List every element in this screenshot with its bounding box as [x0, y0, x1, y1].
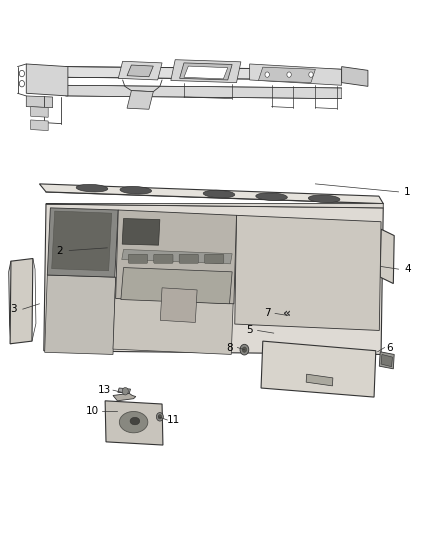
Polygon shape — [127, 65, 153, 77]
FancyBboxPatch shape — [128, 254, 148, 263]
Polygon shape — [121, 268, 232, 304]
Text: 4: 4 — [404, 264, 411, 274]
Ellipse shape — [130, 417, 140, 425]
Circle shape — [19, 70, 25, 77]
Polygon shape — [31, 107, 48, 117]
Polygon shape — [118, 388, 131, 393]
Polygon shape — [261, 341, 376, 397]
Polygon shape — [116, 210, 237, 304]
Polygon shape — [45, 275, 116, 354]
Polygon shape — [105, 401, 163, 445]
Text: 2: 2 — [56, 246, 63, 255]
Ellipse shape — [120, 187, 152, 194]
FancyBboxPatch shape — [154, 254, 173, 263]
Polygon shape — [46, 204, 383, 208]
Polygon shape — [250, 64, 342, 85]
Ellipse shape — [76, 184, 108, 192]
Polygon shape — [122, 249, 232, 264]
Polygon shape — [342, 67, 368, 86]
Polygon shape — [380, 229, 394, 284]
Polygon shape — [44, 204, 383, 354]
Text: 8: 8 — [226, 343, 233, 352]
Text: 10: 10 — [85, 407, 99, 416]
Polygon shape — [31, 120, 48, 131]
FancyBboxPatch shape — [205, 254, 224, 263]
Polygon shape — [235, 215, 381, 330]
Text: 1: 1 — [404, 187, 411, 197]
Text: 5: 5 — [246, 326, 253, 335]
Ellipse shape — [119, 411, 148, 433]
Polygon shape — [127, 91, 153, 109]
Polygon shape — [180, 63, 232, 80]
Polygon shape — [258, 67, 315, 83]
Polygon shape — [26, 96, 53, 108]
Circle shape — [265, 72, 269, 77]
Circle shape — [122, 387, 128, 395]
Circle shape — [309, 72, 313, 77]
Polygon shape — [39, 184, 383, 204]
Text: 11: 11 — [166, 415, 180, 425]
Polygon shape — [47, 208, 118, 277]
Polygon shape — [160, 288, 197, 322]
Circle shape — [240, 344, 249, 355]
Polygon shape — [52, 211, 112, 271]
Polygon shape — [306, 374, 333, 386]
Polygon shape — [184, 66, 228, 79]
Text: 6: 6 — [386, 343, 393, 352]
Text: 7: 7 — [264, 309, 271, 318]
Text: 3: 3 — [10, 304, 17, 314]
Text: «: « — [283, 306, 291, 319]
Circle shape — [287, 72, 291, 77]
Polygon shape — [379, 352, 394, 369]
Circle shape — [19, 80, 25, 87]
Circle shape — [242, 347, 247, 352]
Ellipse shape — [308, 195, 340, 203]
Circle shape — [158, 415, 162, 419]
Polygon shape — [118, 61, 162, 80]
Polygon shape — [113, 277, 234, 354]
Circle shape — [156, 413, 163, 421]
Text: 13: 13 — [98, 385, 111, 395]
Polygon shape — [113, 393, 136, 401]
Polygon shape — [66, 85, 342, 99]
Polygon shape — [26, 64, 68, 96]
Polygon shape — [381, 354, 392, 367]
Polygon shape — [66, 67, 342, 80]
Polygon shape — [122, 219, 160, 245]
Ellipse shape — [203, 190, 235, 198]
Polygon shape — [171, 60, 241, 83]
Ellipse shape — [256, 193, 287, 200]
FancyBboxPatch shape — [179, 254, 198, 263]
Polygon shape — [10, 259, 33, 344]
